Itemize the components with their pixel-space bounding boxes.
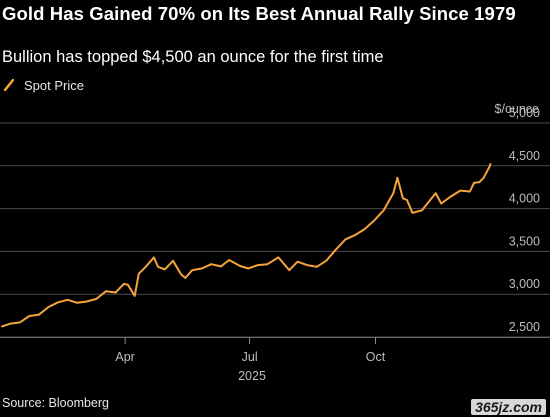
- source-note: Source: Bloomberg: [2, 396, 110, 410]
- spot-price-line: [1, 163, 492, 328]
- y-tick-label: 3,000: [509, 277, 540, 291]
- x-axis-year-label: 2025: [238, 369, 266, 383]
- y-tick-label: 4,000: [509, 192, 540, 206]
- y-axis-unit: $/ounce: [494, 102, 539, 116]
- watermark-logo: 365jz.com: [471, 399, 546, 415]
- x-tick-label: Jul: [242, 350, 258, 364]
- x-tick-label: Apr: [115, 350, 134, 364]
- legend: Spot Price: [4, 76, 84, 94]
- y-tick-label: 4,500: [509, 149, 540, 163]
- y-tick-label: 5,000: [509, 106, 540, 120]
- chart-subtitle: Bullion has topped $4,500 an ounce for t…: [2, 48, 384, 66]
- y-tick-label: 3,500: [509, 234, 540, 248]
- x-tick-label: Oct: [366, 350, 386, 364]
- y-tick-label: 2,500: [509, 320, 540, 334]
- chart-title: Gold Has Gained 70% on Its Best Annual R…: [2, 3, 516, 24]
- legend-swatch: [4, 79, 14, 91]
- legend-label: Spot Price: [24, 77, 84, 93]
